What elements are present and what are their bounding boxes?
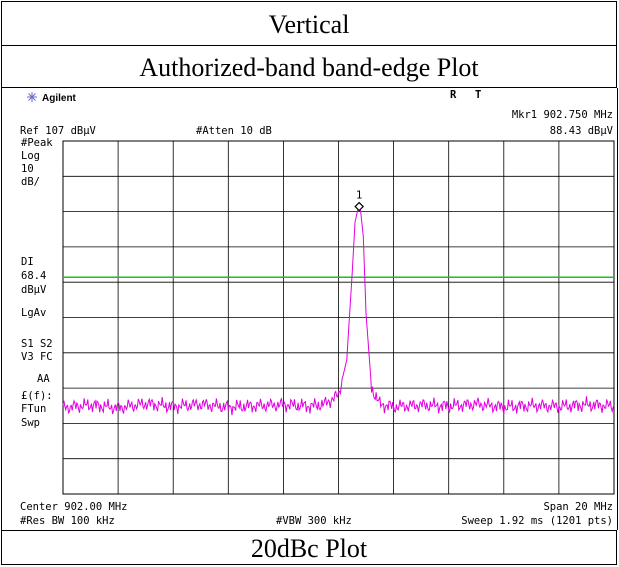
annotation-8: S1 S2 bbox=[21, 338, 53, 350]
next-plot-label: 20dBc Plot bbox=[250, 534, 368, 563]
plot-title-label: Authorized-band band-edge Plot bbox=[139, 53, 479, 82]
annotation-3: dB/ bbox=[21, 176, 40, 188]
annotation-1: Log bbox=[21, 150, 40, 162]
annotation-2: 10 bbox=[21, 163, 34, 175]
attenuation: #Atten 10 dB bbox=[196, 125, 272, 137]
trace-series-1 bbox=[62, 207, 615, 416]
marker-1-label: 1 bbox=[356, 190, 362, 202]
annotation-0: #Peak bbox=[21, 137, 53, 149]
brand-label: Agilent bbox=[42, 93, 77, 104]
annotation-6: dBµV bbox=[21, 284, 47, 296]
marker-readout-freq: Mkr1 902.750 MHz bbox=[512, 109, 613, 121]
agilent-spark-icon bbox=[27, 92, 37, 102]
annotation-11: £(f): bbox=[21, 390, 53, 402]
annotation-13: Swp bbox=[21, 417, 40, 429]
plot-area: 1 bbox=[62, 140, 615, 495]
annotation-5: 68.4 bbox=[21, 270, 46, 282]
annotation-12: FTun bbox=[21, 403, 46, 415]
table-row-plot-title: Authorized-band band-edge Plot bbox=[1, 46, 617, 88]
ref-level: Ref 107 dBµV bbox=[20, 125, 97, 137]
table-row-polarization: Vertical bbox=[1, 1, 617, 46]
marker-1-diamond bbox=[354, 201, 365, 212]
marker-readout-level: 88.43 dBµV bbox=[550, 125, 614, 137]
video-bandwidth: #VBW 300 kHz bbox=[276, 515, 352, 527]
center-frequency: Center 902.00 MHz bbox=[20, 501, 127, 513]
polarization-label: Vertical bbox=[268, 10, 350, 39]
span: Span 20 MHz bbox=[543, 501, 613, 513]
table-row-next-plot: 20dBc Plot bbox=[1, 530, 617, 565]
annotation-9: V3 FC bbox=[21, 351, 53, 363]
status-r: R bbox=[450, 89, 457, 101]
status-t: T bbox=[475, 89, 481, 101]
annotation-10: AA bbox=[37, 373, 50, 385]
resolution-bandwidth: #Res BW 100 kHz bbox=[20, 515, 115, 527]
annotation-4: DI bbox=[21, 256, 34, 268]
annotation-7: LgAv bbox=[21, 307, 46, 319]
sweep-time: Sweep 1.92 ms (1201 pts) bbox=[461, 515, 613, 527]
